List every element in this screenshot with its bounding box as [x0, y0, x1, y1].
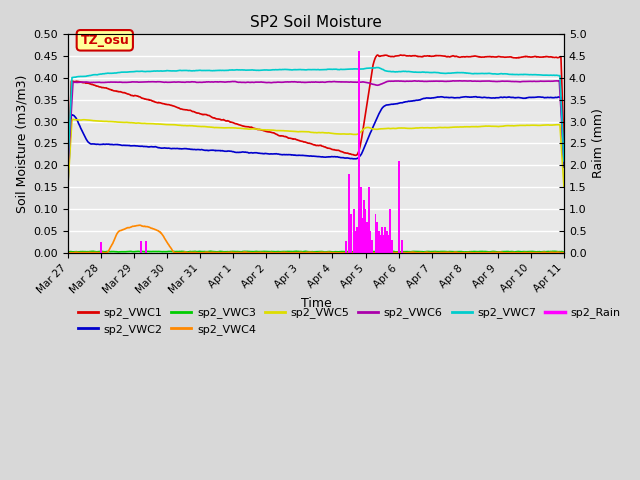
Text: TZ_osu: TZ_osu	[81, 34, 129, 47]
Title: SP2 Soil Moisture: SP2 Soil Moisture	[250, 15, 382, 30]
Bar	[358, 51, 360, 253]
Bar	[374, 214, 376, 253]
Bar	[362, 218, 363, 253]
Bar	[380, 235, 381, 253]
Bar	[376, 222, 378, 253]
Bar	[371, 240, 373, 253]
Bar	[391, 240, 393, 253]
Bar	[401, 240, 403, 253]
Bar	[140, 240, 141, 253]
Bar	[356, 227, 358, 253]
Bar	[386, 231, 388, 253]
Bar	[385, 227, 387, 253]
Bar	[397, 161, 399, 253]
Bar	[383, 235, 385, 253]
X-axis label: Time: Time	[301, 297, 332, 310]
Bar	[365, 209, 367, 253]
Bar	[378, 231, 380, 253]
Bar	[355, 231, 356, 253]
Bar	[370, 231, 371, 253]
Bar	[348, 174, 350, 253]
Bar	[360, 187, 362, 253]
Bar	[345, 240, 347, 253]
Legend: sp2_VWC1, sp2_VWC2, sp2_VWC3, sp2_VWC4, sp2_VWC5, sp2_VWC6, sp2_VWC7, sp2_Rain: sp2_VWC1, sp2_VWC2, sp2_VWC3, sp2_VWC4, …	[74, 303, 625, 339]
Bar	[100, 242, 102, 253]
Bar	[363, 200, 365, 253]
Bar	[353, 209, 355, 253]
Bar	[381, 227, 383, 253]
Bar	[145, 240, 147, 253]
Bar	[366, 222, 368, 253]
Bar	[350, 214, 351, 253]
Y-axis label: Raim (mm): Raim (mm)	[592, 108, 605, 179]
Y-axis label: Soil Moisture (m3/m3): Soil Moisture (m3/m3)	[15, 74, 28, 213]
Bar	[368, 187, 370, 253]
Bar	[388, 235, 390, 253]
Bar	[389, 209, 391, 253]
